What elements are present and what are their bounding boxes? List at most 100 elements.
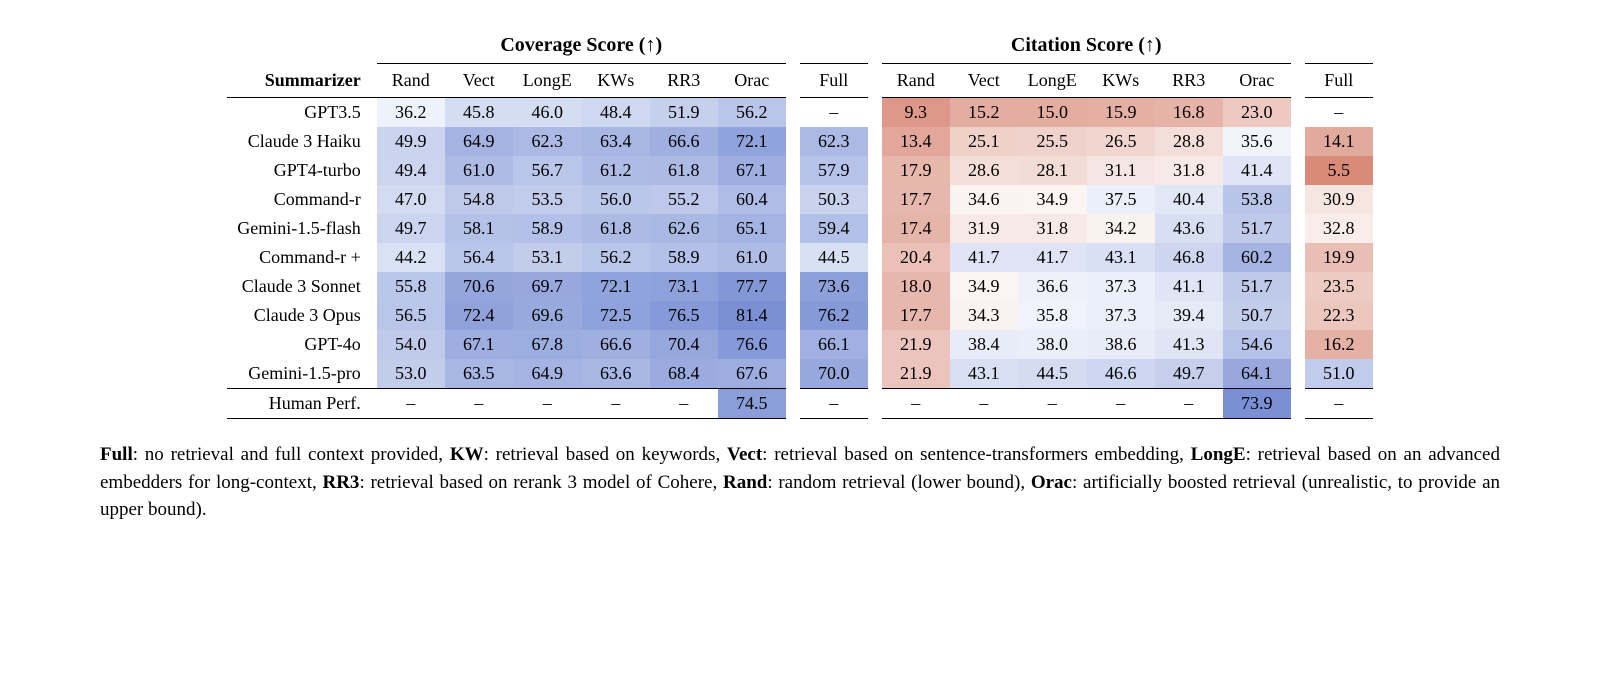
table-cell: – xyxy=(445,389,513,419)
table-cell: 58.1 xyxy=(445,214,513,243)
table-cell: 50.3 xyxy=(800,185,868,214)
table-cell: 72.1 xyxy=(718,127,786,156)
table-cell: 46.0 xyxy=(513,98,582,128)
table-cell: 20.4 xyxy=(882,243,950,272)
caption-text: : retrieval based on rerank 3 model of C… xyxy=(359,472,723,493)
table-cell: 61.8 xyxy=(582,214,650,243)
table-cell: 9.3 xyxy=(882,98,950,128)
table-cell: 28.6 xyxy=(950,156,1018,185)
table-cell: 34.6 xyxy=(950,185,1018,214)
results-table-wrap: Coverage Score (↑) Citation Score (↑) Su… xyxy=(40,30,1560,419)
table-cell: – xyxy=(513,389,582,419)
super-header-row: Coverage Score (↑) Citation Score (↑) xyxy=(227,30,1372,64)
table-cell: 34.2 xyxy=(1087,214,1155,243)
table-cell: 62.6 xyxy=(650,214,718,243)
col-cit-4: RR3 xyxy=(1155,64,1223,98)
col-cit-1: Vect xyxy=(950,64,1018,98)
table-cell: 18.0 xyxy=(882,272,950,301)
table-cell: 35.8 xyxy=(1018,301,1087,330)
table-row: Command-r47.054.853.556.055.260.450.317.… xyxy=(227,185,1372,214)
table-cell: 5.5 xyxy=(1305,156,1373,185)
table-cell: 66.6 xyxy=(582,330,650,359)
table-cell: 15.0 xyxy=(1018,98,1087,128)
table-cell: 22.3 xyxy=(1305,301,1373,330)
results-table: Coverage Score (↑) Citation Score (↑) Su… xyxy=(227,30,1372,419)
table-cell: 39.4 xyxy=(1155,301,1223,330)
table-cell: 74.5 xyxy=(718,389,786,419)
table-cell: 49.9 xyxy=(377,127,445,156)
table-cell: 63.6 xyxy=(582,359,650,389)
table-cell: 76.6 xyxy=(718,330,786,359)
table-cell: 28.1 xyxy=(1018,156,1087,185)
table-cell: 56.2 xyxy=(718,98,786,128)
col-cit-full: Full xyxy=(1305,64,1373,98)
table-cell: 50.7 xyxy=(1223,301,1291,330)
table-cell: 32.8 xyxy=(1305,214,1373,243)
table-cell: 55.2 xyxy=(650,185,718,214)
caption-term: LongE xyxy=(1191,444,1246,465)
table-cell: 26.5 xyxy=(1087,127,1155,156)
table-cell: 38.4 xyxy=(950,330,1018,359)
table-cell: 56.7 xyxy=(513,156,582,185)
table-cell: 47.0 xyxy=(377,185,445,214)
table-cell: 51.0 xyxy=(1305,359,1373,389)
table-cell: 56.0 xyxy=(582,185,650,214)
table-cell: 73.1 xyxy=(650,272,718,301)
table-cell: 31.9 xyxy=(950,214,1018,243)
caption-term: KW xyxy=(450,444,484,465)
row-label: Command-r xyxy=(227,185,376,214)
table-cell: – xyxy=(950,389,1018,419)
table-cell: 25.5 xyxy=(1018,127,1087,156)
table-cell: 64.9 xyxy=(445,127,513,156)
row-label: Claude 3 Haiku xyxy=(227,127,376,156)
table-cell: 63.4 xyxy=(582,127,650,156)
table-cell: 60.4 xyxy=(718,185,786,214)
table-cell: 36.2 xyxy=(377,98,445,128)
col-cit-5: Orac xyxy=(1223,64,1291,98)
table-cell: 62.3 xyxy=(800,127,868,156)
table-cell: 72.1 xyxy=(582,272,650,301)
table-cell: 15.2 xyxy=(950,98,1018,128)
table-cell: – xyxy=(800,389,868,419)
table-cell: 70.6 xyxy=(445,272,513,301)
row-label: Human Perf. xyxy=(227,389,376,419)
table-cell: 44.2 xyxy=(377,243,445,272)
table-cell: 37.3 xyxy=(1087,301,1155,330)
table-cell: 81.4 xyxy=(718,301,786,330)
table-cell: 23.0 xyxy=(1223,98,1291,128)
table-cell: 23.5 xyxy=(1305,272,1373,301)
table-cell: 31.8 xyxy=(1155,156,1223,185)
table-cell: 38.6 xyxy=(1087,330,1155,359)
row-label: Command-r + xyxy=(227,243,376,272)
table-cell: 63.5 xyxy=(445,359,513,389)
table-cell: – xyxy=(377,389,445,419)
table-cell: 53.8 xyxy=(1223,185,1291,214)
row-label: Gemini-1.5-pro xyxy=(227,359,376,389)
table-cell: – xyxy=(800,98,868,128)
table-cell: 19.9 xyxy=(1305,243,1373,272)
caption-text: : no retrieval and full context provided… xyxy=(133,444,450,465)
table-cell: 73.6 xyxy=(800,272,868,301)
table-cell: 28.8 xyxy=(1155,127,1223,156)
table-cell: 76.2 xyxy=(800,301,868,330)
table-cell: 43.6 xyxy=(1155,214,1223,243)
col-cov-1: Vect xyxy=(445,64,513,98)
caption-term: RR3 xyxy=(322,472,359,493)
table-cell: 58.9 xyxy=(650,243,718,272)
table-cell: – xyxy=(882,389,950,419)
table-cell: 31.8 xyxy=(1018,214,1087,243)
table-cell: 53.0 xyxy=(377,359,445,389)
table-cell: 64.1 xyxy=(1223,359,1291,389)
table-cell: 57.9 xyxy=(800,156,868,185)
caption-term: Orac xyxy=(1031,472,1072,493)
col-cit-3: KWs xyxy=(1087,64,1155,98)
table-cell: 17.9 xyxy=(882,156,950,185)
table-cell: 67.1 xyxy=(718,156,786,185)
col-cit-0: Rand xyxy=(882,64,950,98)
table-cell: 53.1 xyxy=(513,243,582,272)
table-cell: 41.3 xyxy=(1155,330,1223,359)
table-cell: – xyxy=(1087,389,1155,419)
table-cell: 55.8 xyxy=(377,272,445,301)
table-cell: 16.8 xyxy=(1155,98,1223,128)
table-cell: 15.9 xyxy=(1087,98,1155,128)
